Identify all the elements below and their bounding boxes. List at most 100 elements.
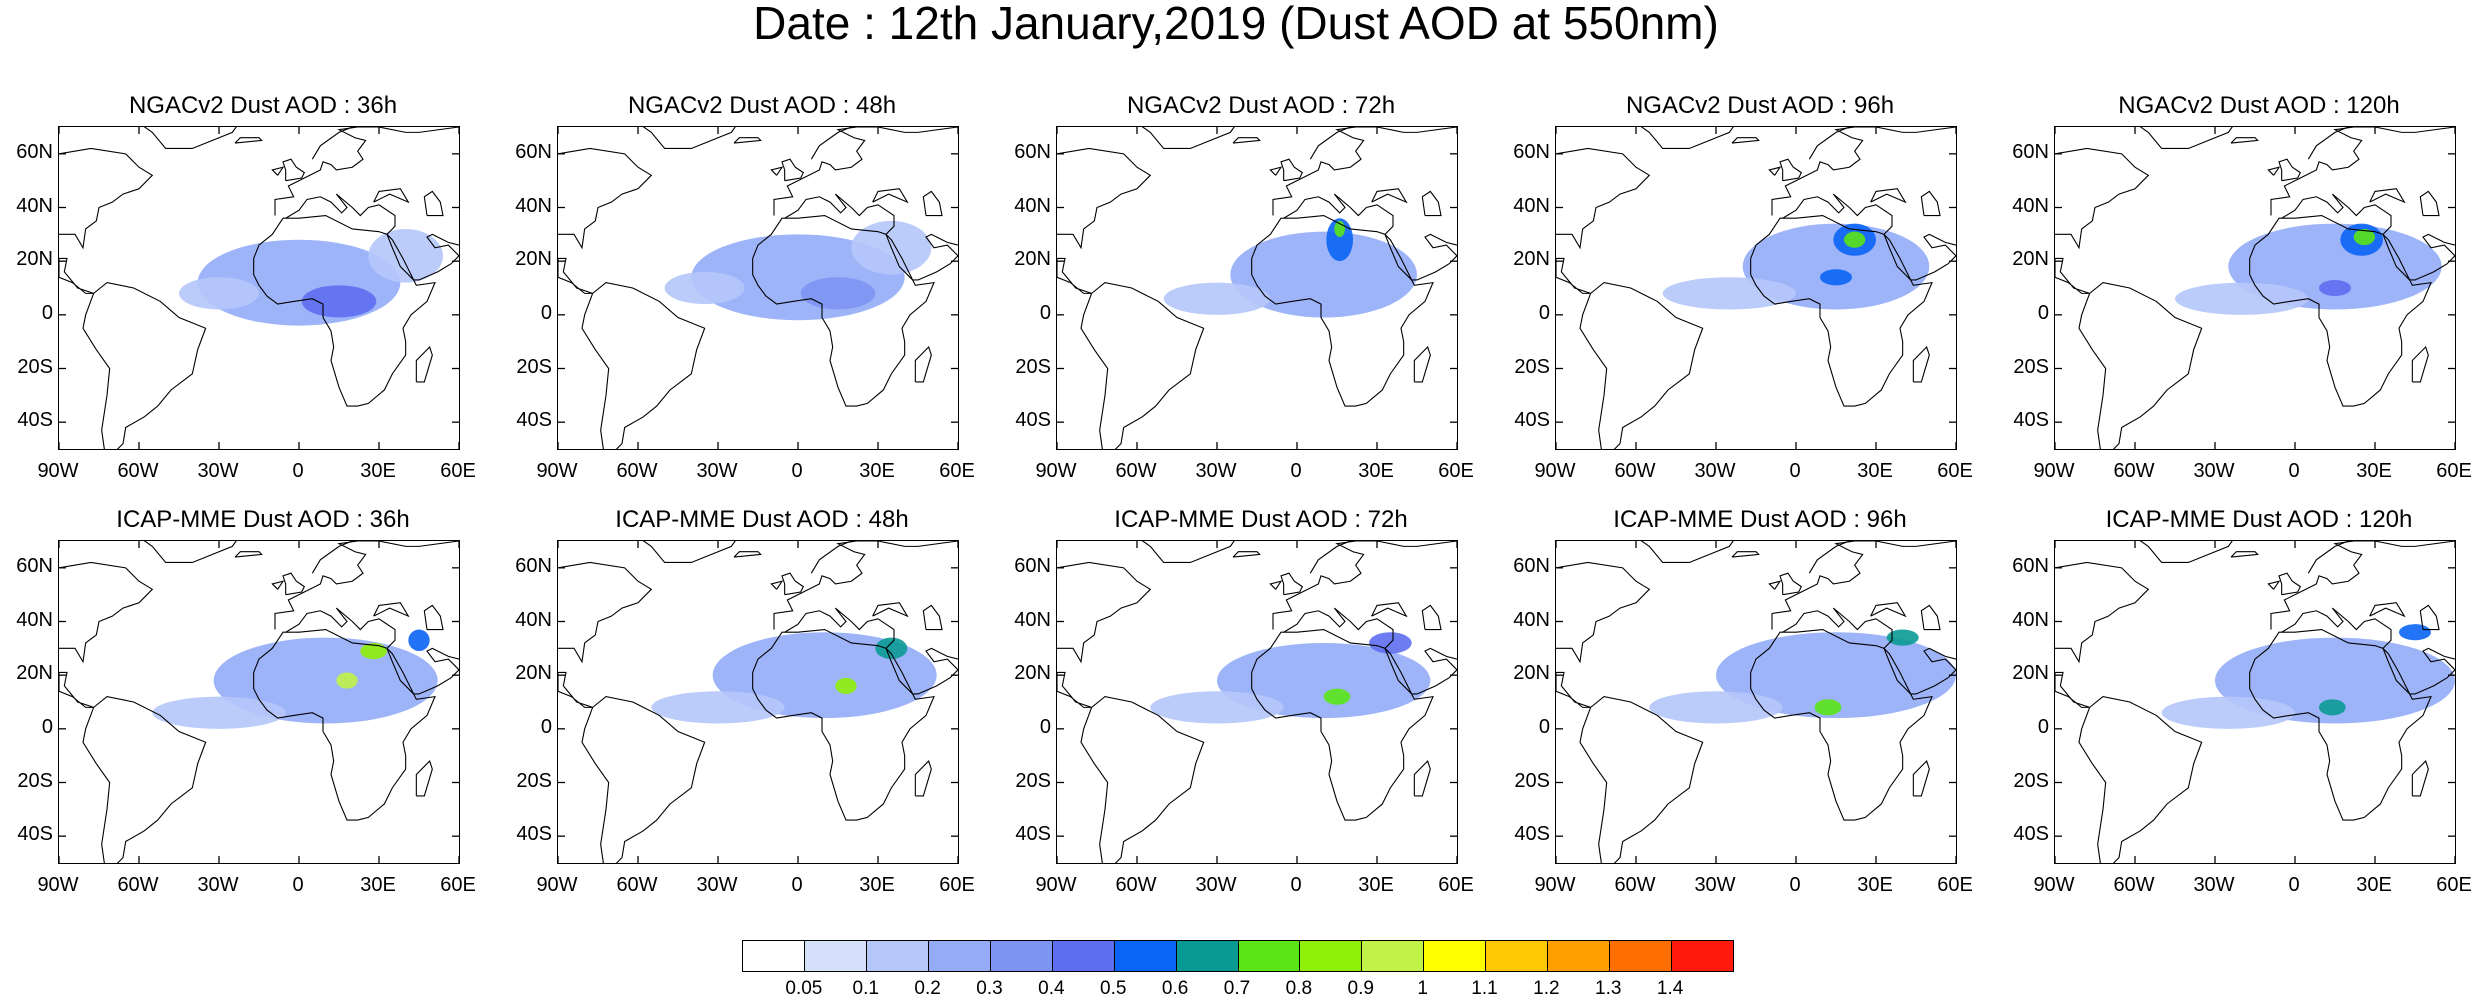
y-tick-label: 40N: [1014, 608, 1051, 631]
panel-title: ICAP-MME Dust AOD : 96h: [1613, 506, 1907, 533]
x-tick-label: 30E: [1857, 874, 1893, 896]
y-tick-label: 20S: [1514, 355, 1550, 378]
dust-plume: [1323, 688, 1351, 705]
coastline: [781, 572, 805, 596]
map-area: [557, 126, 959, 450]
x-tick-label: 60E: [1438, 460, 1474, 482]
y-tick-label: 20S: [17, 355, 53, 378]
coastline: [558, 671, 593, 708]
y-tick-label: 20N: [1513, 248, 1550, 271]
coastline: [415, 760, 433, 797]
coastline: [773, 127, 958, 216]
colorbar-segment: [928, 941, 991, 971]
x-tick-label: 0: [791, 874, 803, 896]
coastline: [1768, 580, 1782, 590]
colorbar-segment: [804, 941, 867, 971]
coastline: [282, 572, 306, 596]
colorbar-label: 0.4: [1038, 978, 1065, 999]
coastline: [872, 188, 909, 204]
coastline: [1057, 671, 1092, 708]
coastline: [1269, 580, 1283, 590]
dust-plume: [2175, 282, 2309, 315]
y-tick-label: 20N: [1014, 248, 1051, 271]
coastline: [2249, 214, 2432, 407]
coastline: [311, 127, 357, 160]
map-area: [2054, 126, 2456, 450]
panel-title: NGACv2 Dust AOD : 120h: [2118, 92, 2400, 119]
coastline: [885, 233, 958, 281]
x-tick-label: 60E: [939, 874, 975, 896]
dust-plume: [360, 642, 387, 660]
coastline: [914, 760, 932, 797]
dust-aod-map: [2055, 127, 2455, 449]
coastline: [1731, 137, 1760, 144]
coastline: [2078, 696, 2203, 863]
coastline: [1779, 158, 1803, 182]
dust-plume: [213, 637, 438, 724]
figure-title: Date : 12th January,2019 (Dust AOD at 55…: [753, 0, 1719, 49]
colorbar-segment: [1672, 941, 1733, 971]
coastline: [82, 282, 207, 449]
dust-aod-map: [1556, 127, 1956, 449]
y-tick-label: 40S: [1015, 409, 1051, 432]
y-tick-label: 60N: [2012, 140, 2049, 163]
coastline: [1808, 127, 1854, 160]
coastline: [1883, 233, 1956, 281]
colorbar: [742, 940, 1734, 972]
coastline: [1272, 127, 1457, 216]
x-tick-label: 0: [292, 874, 304, 896]
coastline: [1080, 696, 1205, 863]
coastline: [770, 580, 784, 590]
coastline: [415, 346, 433, 383]
coastline: [781, 158, 805, 182]
coastline: [285, 607, 396, 649]
map-area: [58, 126, 460, 450]
colorbar-segment: [866, 941, 929, 971]
x-tick-label: 60W: [1614, 460, 1656, 482]
colorbar-segment: [1486, 941, 1549, 971]
coastline: [82, 696, 207, 863]
y-tick-label: 60N: [2012, 554, 2049, 577]
coastline: [922, 190, 943, 217]
x-tick-label: 30W: [197, 460, 239, 482]
x-tick-label: 60W: [2113, 460, 2155, 482]
dust-plume: [2161, 696, 2295, 729]
dust-plume: [875, 637, 908, 660]
x-tick-label: 60W: [117, 460, 159, 482]
dust-aod-map: [1556, 541, 1956, 863]
coastline: [2382, 233, 2455, 281]
panel-title: NGACv2 Dust AOD : 36h: [128, 92, 398, 119]
dust-plume: [664, 271, 745, 305]
coastline: [1421, 604, 1442, 631]
coastline: [885, 647, 958, 695]
colorbar-label: 0.3: [976, 978, 1003, 999]
coastline: [2281, 193, 2392, 235]
coastline: [143, 127, 237, 150]
coastline: [1771, 127, 1956, 216]
coastline: [1057, 257, 1092, 294]
dust-plume: [1820, 269, 1852, 286]
x-tick-label: 0: [1789, 460, 1801, 482]
coastline: [1269, 166, 1283, 176]
x-tick-label: 60W: [117, 874, 159, 896]
dust-plume: [1649, 691, 1783, 724]
coastline: [1920, 604, 1941, 631]
y-tick-label: 20N: [2012, 662, 2049, 685]
dust-aod-map: [558, 541, 958, 863]
coastline: [1283, 607, 1394, 649]
dust-plume: [408, 629, 430, 652]
coastline: [642, 127, 736, 150]
x-tick-label: 30W: [1195, 460, 1237, 482]
coastline: [1912, 760, 1930, 797]
x-tick-label: 30W: [2193, 460, 2235, 482]
coastline: [1251, 628, 1434, 821]
y-tick-label: 0: [2037, 715, 2049, 738]
coastline: [1421, 190, 1442, 217]
coastline: [1309, 127, 1355, 160]
y-tick-label: 40S: [516, 823, 552, 846]
coastline: [1057, 561, 1152, 664]
y-tick-label: 20S: [1015, 769, 1051, 792]
x-tick-label: 30W: [1694, 874, 1736, 896]
coastline: [1779, 572, 1803, 596]
colorbar-segment: [1362, 941, 1425, 971]
